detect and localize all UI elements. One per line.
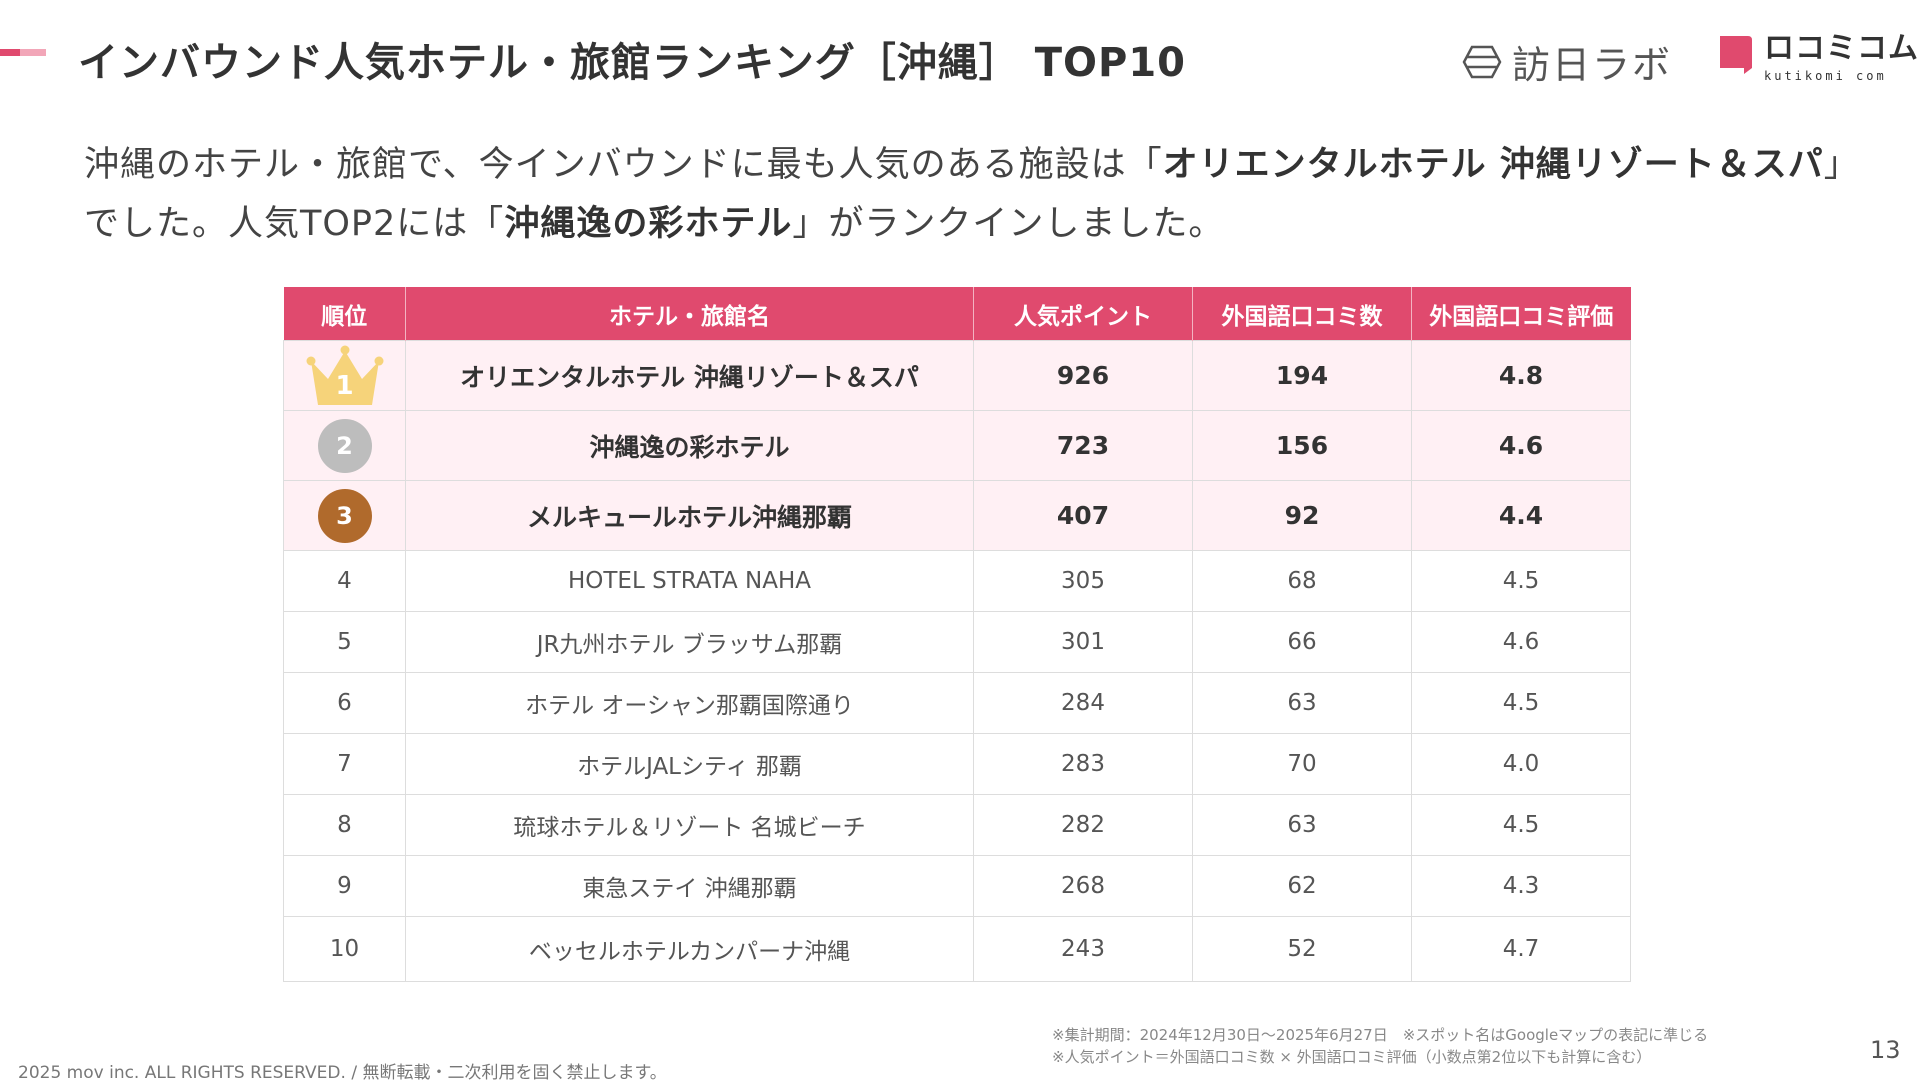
rating-cell: 4.7 [1411, 916, 1631, 982]
review-count-cell: 194 [1192, 340, 1412, 411]
footnote-line-2: ※人気ポイント＝外国語口コミ数 × 外国語口コミ評価（小数点第2位以下も計算に含… [1052, 1048, 1652, 1066]
kuchikomi-com-logo-text: ロコミコム [1764, 31, 1919, 66]
bronze-medal-icon: 3 [317, 488, 372, 543]
rank-cell: 1 [283, 340, 406, 411]
footnote-line-1: ※集計期間：2024年12月30日〜2025年6月27日 ※スポット名はGoog… [1052, 1026, 1709, 1044]
hotel-name-cell: メルキュールホテル沖縄那覇 [405, 480, 974, 551]
rating-cell: 4.8 [1411, 340, 1631, 411]
hotel-name-cell: ホテルJALシティ 那覇 [405, 733, 974, 795]
table-row: 3 メルキュールホテル沖縄那覇 407 92 4.4 [283, 480, 1631, 551]
rank-number: 1 [335, 370, 354, 401]
speech-bubble-icon [1720, 36, 1752, 74]
rating-cell: 4.5 [1411, 550, 1631, 612]
rating-cell: 4.5 [1411, 672, 1631, 734]
column-header-points: 人気ポイント [973, 287, 1193, 341]
points-cell: 243 [973, 916, 1193, 982]
table-row: 6 ホテル オーシャン那覇国際通り 284 63 4.5 [283, 672, 1631, 734]
gold-crown-icon: 1 [306, 345, 384, 407]
kuchikomi-com-logo-subtext: kutikomi com [1764, 69, 1887, 83]
hotel-name-cell: 沖縄逸の彩ホテル [405, 410, 974, 481]
review-count-cell: 66 [1192, 611, 1412, 673]
review-count-cell: 70 [1192, 733, 1412, 795]
hotel-name-cell: JR九州ホテル ブラッサム那覇 [405, 611, 974, 673]
table-row: 9 東急ステイ 沖縄那覇 268 62 4.3 [283, 855, 1631, 917]
rating-cell: 4.5 [1411, 794, 1631, 856]
points-cell: 268 [973, 855, 1193, 917]
review-count-cell: 68 [1192, 550, 1412, 612]
column-header-rating: 外国語口コミ評価 [1411, 287, 1631, 341]
points-cell: 926 [973, 340, 1193, 411]
table-row: 4 HOTEL STRATA NAHA 305 68 4.5 [283, 550, 1631, 612]
table-row: 1 オリエンタルホテル 沖縄リゾート＆スパ 926 194 4.8 [283, 340, 1631, 411]
hotel-name-cell: オリエンタルホテル 沖縄リゾート＆スパ [405, 340, 974, 411]
review-count-cell: 156 [1192, 410, 1412, 481]
review-count-cell: 63 [1192, 672, 1412, 734]
copyright-footer: 2025 mov inc. ALL RIGHTS RESERVED. / 無断転… [18, 1063, 667, 1080]
review-count-cell: 62 [1192, 855, 1412, 917]
rating-cell: 4.3 [1411, 855, 1631, 917]
column-header-name: ホテル・旅館名 [405, 287, 974, 341]
rank-cell: 7 [283, 733, 406, 795]
points-cell: 723 [973, 410, 1193, 481]
hotel-name-cell: ホテル オーシャン那覇国際通り [405, 672, 974, 734]
table-row: 2 沖縄逸の彩ホテル 723 156 4.6 [283, 410, 1631, 481]
lead-paragraph: 沖縄のホテル・旅館で、今インバウンドに最も人気のある施設は「オリエンタルホテル … [84, 136, 1844, 254]
table-row: 8 琉球ホテル＆リゾート 名城ビーチ 282 63 4.5 [283, 794, 1631, 856]
table-header-row: 順位 ホテル・旅館名 人気ポイント 外国語口コミ数 外国語口コミ評価 [283, 287, 1631, 341]
hotel-name-cell: 東急ステイ 沖縄那覇 [405, 855, 974, 917]
rank-cell: 2 [283, 410, 406, 481]
title-accent-bar [0, 49, 46, 56]
rank-cell: 9 [283, 855, 406, 917]
points-cell: 301 [973, 611, 1193, 673]
points-cell: 284 [973, 672, 1193, 734]
page-number: 13 [1870, 1036, 1901, 1064]
silver-medal-icon: 2 [317, 418, 372, 473]
kuchikomi-com-logo: ロコミコム kutikomi com [1718, 34, 1919, 82]
rank-cell: 8 [283, 794, 406, 856]
points-cell: 283 [973, 733, 1193, 795]
rank-cell: 5 [283, 611, 406, 673]
points-cell: 407 [973, 480, 1193, 551]
rating-cell: 4.0 [1411, 733, 1631, 795]
footnote: ※集計期間：2024年12月30日〜2025年6月27日 ※スポット名はGoog… [1052, 1024, 1708, 1068]
lead-text-2: 」でした。人気TOP2には「 [84, 145, 1843, 244]
review-count-cell: 63 [1192, 794, 1412, 856]
rank-cell: 3 [283, 480, 406, 551]
rating-cell: 4.6 [1411, 611, 1631, 673]
points-cell: 282 [973, 794, 1193, 856]
page-title: インバウンド人気ホテル・旅館ランキング［沖縄］ TOP10 [78, 40, 1186, 86]
accent-bar-light [20, 49, 46, 56]
points-cell: 305 [973, 550, 1193, 612]
hotel-name-cell: ベッセルホテルカンパーナ沖縄 [405, 916, 974, 982]
rank-cell: 4 [283, 550, 406, 612]
column-header-rank: 順位 [283, 287, 406, 341]
houmon-lab-logo-icon [1462, 45, 1502, 78]
ranking-table: 順位 ホテル・旅館名 人気ポイント 外国語口コミ数 外国語口コミ評価 [283, 287, 1631, 982]
houmon-lab-logo-text: 訪日ラボ [1512, 43, 1673, 87]
lead-hotel-2: 沖縄逸の彩ホテル [504, 204, 793, 244]
column-header-reviews: 外国語口コミ数 [1192, 287, 1412, 341]
rating-cell: 4.6 [1411, 410, 1631, 481]
lead-text-3: 」がランクインしました。 [792, 204, 1225, 244]
houmon-lab-logo: 訪日ラボ [1462, 34, 1672, 89]
hotel-name-cell: 琉球ホテル＆リゾート 名城ビーチ [405, 794, 974, 856]
accent-bar-dark [0, 49, 20, 56]
hotel-name-cell: HOTEL STRATA NAHA [405, 550, 974, 612]
review-count-cell: 92 [1192, 480, 1412, 551]
rank-cell: 6 [283, 672, 406, 734]
lead-hotel-1: オリエンタルホテル 沖縄リゾート＆スパ [1162, 145, 1824, 185]
table-row: 7 ホテルJALシティ 那覇 283 70 4.0 [283, 733, 1631, 795]
table-row: 5 JR九州ホテル ブラッサム那覇 301 66 4.6 [283, 611, 1631, 673]
review-count-cell: 52 [1192, 916, 1412, 982]
rank-cell: 10 [283, 916, 406, 982]
lead-text-1: 沖縄のホテル・旅館で、今インバウンドに最も人気のある施設は「 [84, 145, 1163, 185]
rating-cell: 4.4 [1411, 480, 1631, 551]
table-row: 10 ベッセルホテルカンパーナ沖縄 243 52 4.7 [283, 916, 1631, 982]
